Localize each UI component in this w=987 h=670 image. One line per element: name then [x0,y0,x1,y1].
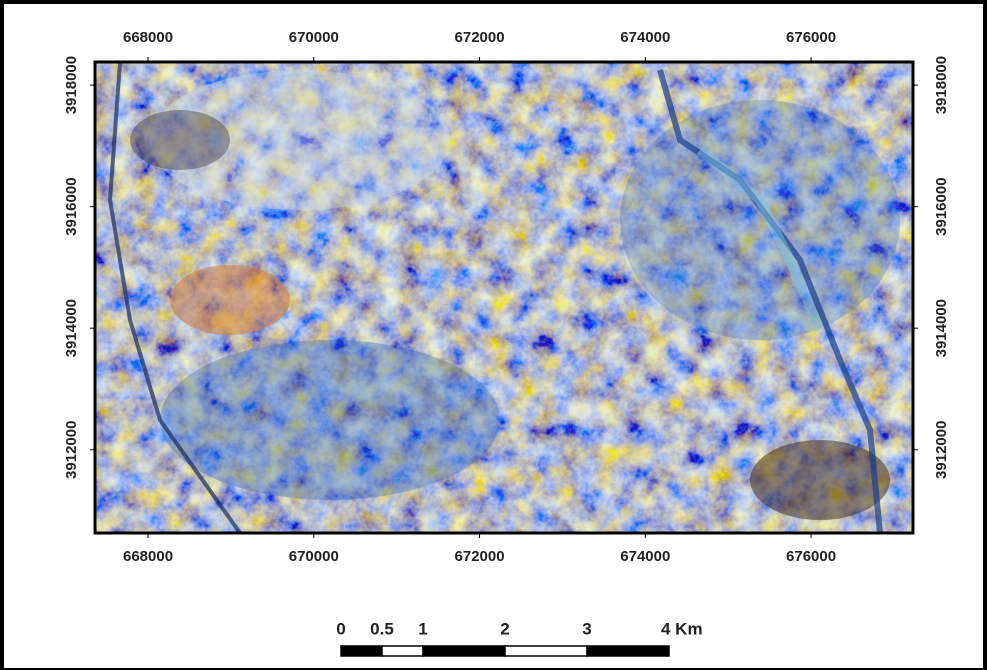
y-tick-label: 3914000 [933,299,950,357]
x-tick-label: 670000 [289,548,339,565]
y-tick-label: 3916000 [933,177,950,235]
x-tick-label: 672000 [455,548,505,565]
scale-label: 4 Km [661,619,703,638]
map-figure: 0 0.5 1 2 3 4 Km 668000 668000 670000 670000 6720… [0,0,987,670]
scale-label: 3 [582,619,591,638]
x-tick-label: 668000 [123,29,173,46]
x-tick-label: 674000 [620,548,670,565]
scale-segment [423,646,505,656]
x-tick-label: 674000 [620,29,670,46]
y-tick-label: 3914000 [63,299,80,357]
x-tick-label: 676000 [786,29,836,46]
x-tick-label: 668000 [123,548,173,565]
scale-segment [505,646,587,656]
scale-segment [587,646,669,656]
x-tick-label: 676000 [786,548,836,565]
scale-segment [341,646,382,656]
y-tick-label: 3912000 [63,421,80,479]
x-tick-label: 670000 [289,29,339,46]
scale-label: 2 [500,619,509,638]
y-tick-label: 3918000 [933,56,950,114]
satellite-image [95,62,913,533]
scale-segment [382,646,423,656]
scale-label: 1 [418,619,427,638]
scale-label: 0 [336,619,345,638]
y-tick-label: 3916000 [63,177,80,235]
y-tick-label: 3918000 [63,56,80,114]
scale-label: 0.5 [370,619,394,638]
y-tick-label: 3912000 [933,421,950,479]
x-tick-label: 672000 [455,29,505,46]
